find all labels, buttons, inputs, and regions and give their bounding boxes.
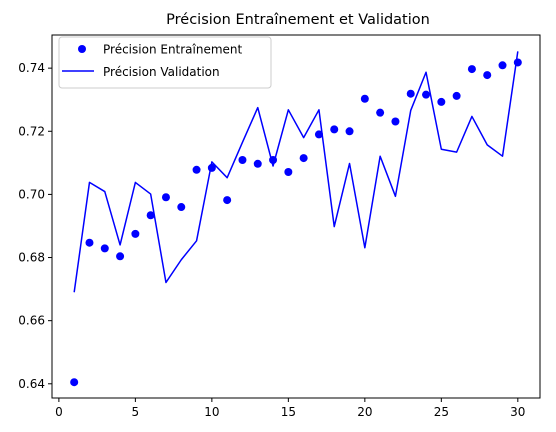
axes-frame — [51, 34, 541, 399]
training-point — [437, 97, 446, 106]
x-tick-label: 25 — [434, 405, 449, 419]
training-point — [360, 94, 369, 103]
y-tick-label: 0.70 — [18, 187, 45, 201]
training-point — [238, 156, 247, 164]
legend-box — [58, 36, 272, 89]
training-point — [467, 65, 476, 74]
training-point — [177, 203, 186, 212]
training-point — [85, 238, 94, 247]
training-point — [269, 156, 278, 164]
training-point — [100, 244, 109, 253]
training-point — [314, 130, 323, 139]
training-point — [116, 252, 125, 261]
validation-line — [73, 51, 519, 293]
x-tick-label: 20 — [357, 405, 372, 419]
training-point — [223, 196, 232, 205]
legend-label-validation: Précision Validation — [103, 65, 220, 79]
y-tick-label: 0.68 — [18, 251, 45, 265]
y-tick-label: 0.72 — [18, 124, 45, 138]
training-point — [406, 89, 415, 98]
x-tick-label: 5 — [132, 405, 140, 419]
training-point — [345, 127, 354, 136]
training-point — [422, 90, 431, 99]
y-tick-label: 0.74 — [18, 61, 45, 75]
training-point — [70, 378, 79, 387]
training-point — [253, 159, 262, 168]
x-tick-label: 0 — [55, 405, 63, 419]
training-point — [483, 71, 492, 80]
y-tick-label: 0.64 — [18, 377, 45, 391]
x-tick-label: 10 — [204, 405, 219, 419]
training-point — [284, 167, 293, 176]
legend-marker-training — [78, 45, 86, 53]
training-point — [299, 154, 308, 163]
training-point — [131, 229, 140, 238]
training-point — [330, 125, 339, 134]
legend-label-training: Précision Entraînement — [103, 43, 243, 57]
training-point — [146, 211, 155, 220]
training-point — [207, 163, 216, 172]
training-point — [161, 193, 170, 202]
training-point — [376, 108, 385, 117]
y-tick-label: 0.66 — [18, 314, 45, 328]
training-point — [192, 165, 201, 174]
training-point — [452, 91, 461, 100]
training-point — [513, 58, 522, 67]
x-tick-label: 15 — [281, 405, 296, 419]
plot-area: 0 5 10 15 20 25 30 0.64 0.66 0.68 0.70 0.72 0.74 — [18, 34, 541, 419]
x-tick-label: 30 — [510, 405, 525, 419]
legend: Précision Entraînement Précision Validat… — [58, 36, 272, 89]
training-point — [498, 61, 507, 70]
chart-title: Précision Entraînement et Validation — [166, 12, 430, 28]
training-point — [391, 117, 400, 126]
